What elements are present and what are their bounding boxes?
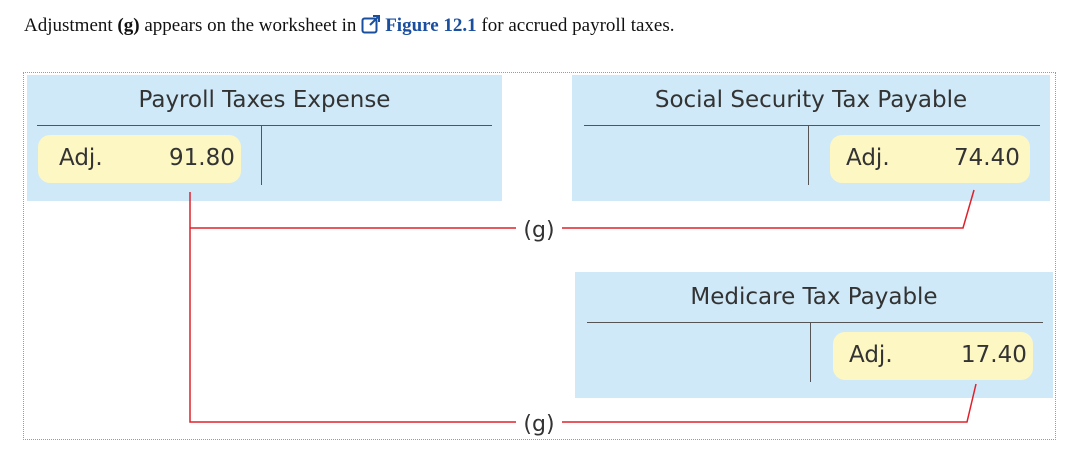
account-title: Social Security Tax Payable xyxy=(654,87,968,113)
entry-amount: 74.40 xyxy=(954,145,1020,171)
account-title: Medicare Tax Payable xyxy=(690,284,938,310)
connector-social-security xyxy=(562,189,975,229)
adjustment-entry-highlight xyxy=(833,332,1033,380)
t-account-medicare-tax-payable: Medicare Tax Payable Adj. 17.40 xyxy=(575,272,1053,398)
t-account-divider xyxy=(261,125,262,185)
t-account-social-security-tax-payable: Social Security Tax Payable Adj. 74.40 xyxy=(572,75,1050,201)
intro-sentence: Adjustment (g) appears on the worksheet … xyxy=(24,14,675,37)
account-title: Payroll Taxes Expense xyxy=(138,87,391,113)
intro-suffix: for accrued payroll taxes. xyxy=(476,15,675,36)
entry-label: Adj. xyxy=(846,145,890,171)
t-account-divider xyxy=(808,125,809,185)
entry-label: Adj. xyxy=(59,145,103,171)
t-account-rule xyxy=(587,322,1043,323)
figure-link[interactable]: Figure 12.1 xyxy=(385,15,477,36)
external-link-icon[interactable] xyxy=(361,14,381,34)
t-account-rule xyxy=(37,125,492,126)
t-account-divider xyxy=(810,322,811,382)
diagram-frame xyxy=(23,72,1056,440)
connector-medicare xyxy=(562,383,977,423)
connector-label-bottom: (g) xyxy=(523,412,554,437)
entry-amount: 91.80 xyxy=(169,145,235,171)
adjustment-ref: (g) xyxy=(117,15,140,36)
adjustment-entry-highlight xyxy=(38,135,241,183)
entry-label: Adj. xyxy=(849,342,893,368)
connector-label-top: (g) xyxy=(523,218,554,243)
t-account-rule xyxy=(584,125,1040,126)
entry-amount: 17.40 xyxy=(961,342,1027,368)
connector-expense-trunk xyxy=(189,192,516,423)
intro-prefix: Adjustment xyxy=(24,15,118,36)
adjustment-entry-highlight xyxy=(830,135,1030,183)
intro-middle: appears on the worksheet in xyxy=(139,15,362,36)
t-account-payroll-taxes-expense: Payroll Taxes Expense Adj. 91.80 xyxy=(27,75,502,201)
